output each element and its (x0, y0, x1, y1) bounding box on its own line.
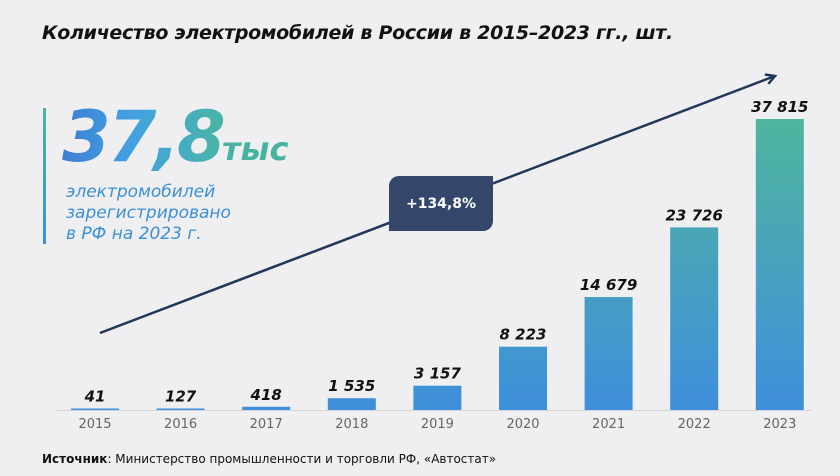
x-tick-label: 2019 (421, 417, 454, 432)
kpi-desc-line: зарегистрировано (66, 203, 231, 223)
data-label: 418 (250, 386, 282, 404)
growth-badge: +134,8% (389, 176, 493, 231)
x-tick-label: 2015 (78, 417, 111, 432)
x-tick-label: 2016 (164, 417, 197, 432)
source-note: Источник: Министерство промышленности и … (42, 452, 496, 466)
data-label: 8 223 (500, 326, 547, 344)
bar-2017 (242, 406, 291, 410)
source-text: : Министерство промышленности и торговли… (107, 452, 497, 466)
data-label: 14 679 (580, 276, 637, 294)
kpi-desc-line: в РФ на 2023 г. (66, 224, 202, 244)
x-tick-label: 2022 (678, 417, 711, 432)
data-label: 37 815 (751, 98, 808, 116)
kpi-accent-line (43, 108, 46, 244)
chart-title: Количество электромобилей в России в 201… (42, 22, 673, 44)
bar-2019 (413, 385, 462, 410)
data-label: 127 (165, 388, 197, 406)
bar-2016 (156, 408, 205, 410)
data-label: 41 (84, 388, 106, 406)
kpi-unit: тыс (222, 130, 289, 168)
bar-2015 (71, 408, 119, 410)
x-tick-label: 2018 (335, 417, 368, 432)
x-tick-label: 2021 (592, 417, 625, 432)
bar-2021 (584, 297, 633, 410)
bar-2018 (327, 398, 376, 410)
kpi-description: электромобилей зарегистрировано в РФ на … (66, 182, 231, 245)
kpi-desc-line: электромобилей (66, 182, 216, 202)
data-label: 23 726 (665, 206, 722, 224)
x-tick-label: 2020 (506, 417, 539, 432)
bar-2020 (499, 346, 547, 410)
data-label: 3 157 (414, 365, 462, 383)
kpi-value: 37,8 (62, 92, 226, 182)
bar-2023 (755, 119, 804, 410)
source-label: Источник (42, 452, 108, 466)
data-label: 1 535 (328, 377, 375, 395)
x-tick-label: 2023 (763, 417, 796, 432)
x-tick-label: 2017 (250, 417, 283, 432)
bar-2022 (670, 227, 719, 410)
